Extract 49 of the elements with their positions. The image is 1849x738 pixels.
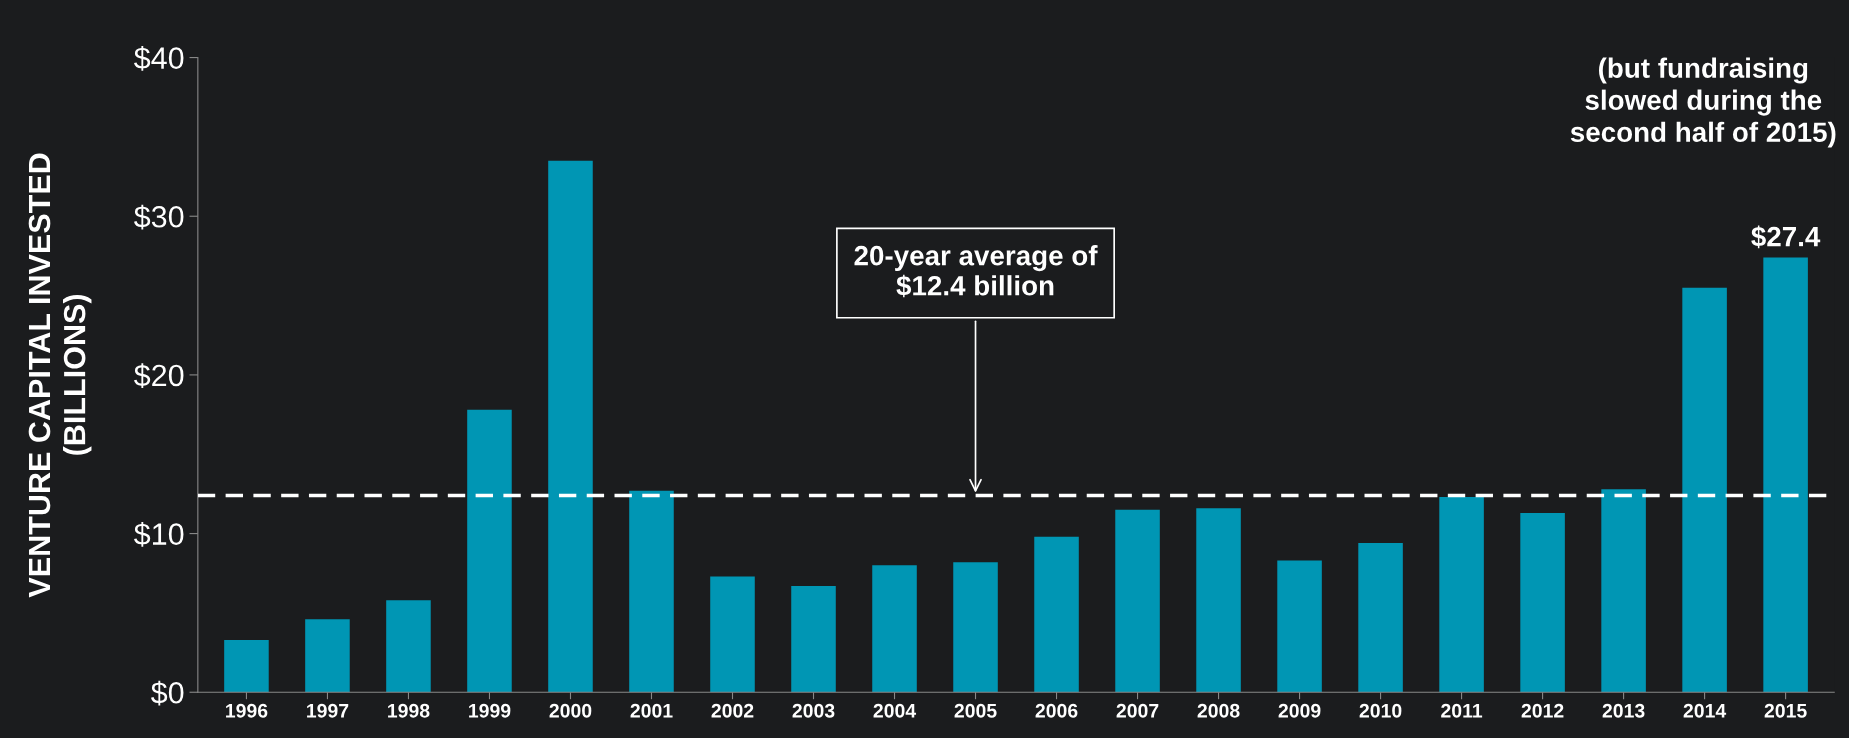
x-tick-label: 2010 [1359, 703, 1402, 718]
bar [1358, 543, 1403, 693]
bar [791, 585, 836, 693]
bar [548, 160, 593, 693]
y-tick-label: $10 [134, 522, 184, 547]
bar [386, 600, 431, 693]
bar [872, 565, 917, 693]
x-tick-label: 2015 [1764, 703, 1807, 718]
bar [1520, 512, 1565, 693]
y-tick-label: $0 [150, 680, 184, 706]
x-tick-label: 2001 [630, 703, 673, 718]
x-tick-label: 1999 [469, 703, 511, 718]
x-tick-label: 2009 [1278, 703, 1321, 718]
y-tick-label: $20 [134, 363, 184, 389]
bar [224, 639, 269, 693]
x-tick-label: 2005 [954, 703, 997, 718]
bar [305, 619, 350, 693]
data-label: $27.4 [1751, 225, 1821, 249]
bar [1277, 560, 1322, 693]
bar [1115, 509, 1160, 693]
y-tick-label: $40 [134, 46, 184, 71]
x-tick-label: 2004 [873, 703, 917, 718]
x-tick-label: 2008 [1197, 703, 1240, 718]
y-axis-title: VENTURE CAPITAL INVESTED (BILLIONS) [28, 153, 92, 598]
bar [953, 562, 998, 693]
x-tick-label: 1997 [307, 703, 349, 718]
annotation: 20-year average of $12.4 billion [854, 245, 1098, 298]
annotation: (but fundraising slowed during the second half of 2015) [1570, 57, 1836, 148]
bar [1034, 536, 1079, 693]
x-tick-label: 2000 [549, 703, 592, 718]
bar [1682, 287, 1727, 693]
x-tick-label: 2013 [1602, 703, 1645, 718]
bar [629, 490, 674, 693]
x-tick-label: 1998 [388, 703, 430, 718]
bar [710, 576, 755, 693]
x-tick-label: 2002 [711, 703, 754, 718]
x-tick-label: 2014 [1683, 703, 1727, 718]
x-tick-label: 2011 [1441, 703, 1483, 718]
bar [1439, 497, 1484, 693]
bar [1196, 508, 1241, 693]
x-tick-label: 2007 [1116, 703, 1159, 718]
y-tick-label: $30 [134, 204, 184, 230]
x-tick-label: 2003 [792, 703, 835, 718]
bar [1601, 489, 1646, 693]
bar [1763, 257, 1808, 693]
x-tick-label: 2012 [1521, 703, 1564, 718]
x-tick-label: 2006 [1035, 703, 1078, 718]
x-tick-label: 1996 [226, 703, 268, 718]
bar [467, 409, 512, 693]
